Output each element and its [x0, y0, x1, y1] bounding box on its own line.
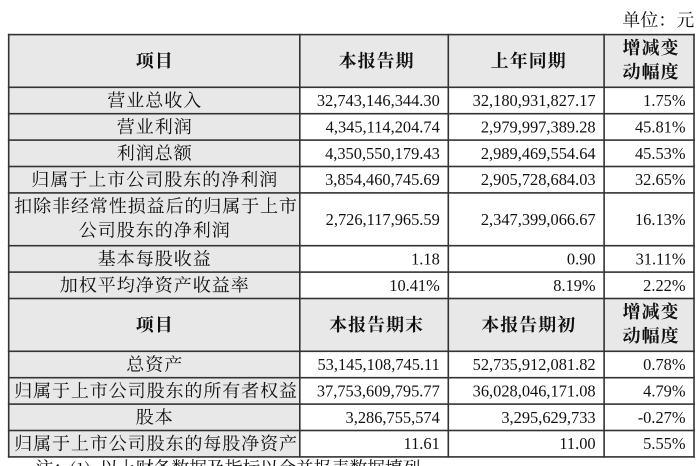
svg-text:3,286,755,574: 3,286,755,574 — [346, 408, 440, 427]
svg-text:2,979,997,389.28: 2,979,997,389.28 — [481, 117, 596, 136]
svg-text:1.75%: 1.75% — [643, 91, 686, 110]
svg-text:2.22%: 2.22% — [643, 276, 686, 295]
svg-text:4,345,114,204.74: 4,345,114,204.74 — [326, 117, 440, 136]
svg-text:5.55%: 5.55% — [643, 434, 686, 453]
svg-text:36,028,046,171.08: 36,028,046,171.08 — [473, 381, 596, 400]
svg-text:2,347,399,066.67: 2,347,399,066.67 — [481, 210, 596, 229]
svg-text:11.00: 11.00 — [559, 434, 595, 453]
svg-text:32,180,931,827.17: 32,180,931,827.17 — [473, 91, 596, 110]
svg-text:31.11%: 31.11% — [636, 249, 686, 268]
svg-text:2,905,728,684.03: 2,905,728,684.03 — [481, 170, 596, 189]
svg-text:45.81%: 45.81% — [635, 117, 686, 136]
svg-text:2,726,117,965.59: 2,726,117,965.59 — [326, 210, 440, 229]
svg-text:32,743,146,344.30: 32,743,146,344.30 — [317, 91, 440, 110]
svg-text:0.78%: 0.78% — [643, 355, 686, 374]
svg-text:45.53%: 45.53% — [635, 144, 686, 163]
svg-text:52,735,912,081.82: 52,735,912,081.82 — [473, 355, 596, 374]
svg-text:4,350,550,179.43: 4,350,550,179.43 — [325, 144, 440, 163]
svg-text:4.79%: 4.79% — [643, 381, 686, 400]
svg-text:0.90: 0.90 — [567, 249, 596, 268]
svg-text:10.41%: 10.41% — [389, 276, 440, 295]
svg-text:11.61: 11.61 — [404, 434, 440, 453]
svg-text:-0.27%: -0.27% — [638, 408, 686, 427]
svg-text:3,295,629,733: 3,295,629,733 — [501, 408, 595, 427]
svg-text:16.13%: 16.13% — [635, 210, 686, 229]
svg-text:3,854,460,745.69: 3,854,460,745.69 — [325, 170, 440, 189]
svg-text:32.65%: 32.65% — [635, 170, 686, 189]
svg-text:1.18: 1.18 — [411, 249, 440, 268]
svg-text:8.19%: 8.19% — [553, 276, 596, 295]
svg-text:2,989,469,554.64: 2,989,469,554.64 — [481, 144, 596, 163]
svg-text:37,753,609,795.77: 37,753,609,795.77 — [317, 381, 440, 400]
svg-text:53,145,108,745.11: 53,145,108,745.11 — [317, 355, 439, 374]
